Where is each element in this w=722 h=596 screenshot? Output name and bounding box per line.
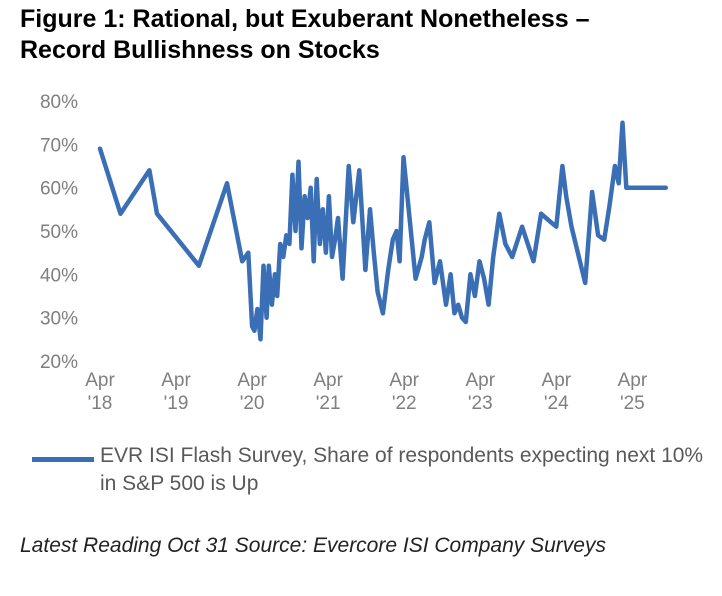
plot-area xyxy=(97,120,669,342)
x-tick-month: Apr xyxy=(465,370,495,391)
source-note: Latest Reading Oct 31 Source: Evercore I… xyxy=(20,534,606,557)
y-tick-label: 20% xyxy=(40,352,78,373)
y-tick-label: 30% xyxy=(40,309,78,330)
x-tick-month: Apr xyxy=(237,370,267,391)
x-tick-month: Apr xyxy=(618,370,648,391)
figure-title-line-1: Figure 1: Rational, but Exuberant Noneth… xyxy=(20,5,590,33)
legend-label: EVR ISI Flash Survey, Share of responden… xyxy=(100,444,704,495)
x-tick-year: '18 xyxy=(88,393,113,414)
x-tick-year: '20 xyxy=(240,393,265,414)
x-axis: Apr'18Apr'19Apr'20Apr'21Apr'22Apr'23Apr'… xyxy=(85,370,648,414)
y-tick-label: 70% xyxy=(40,135,78,156)
line-chart: 20%30%40%50%60%70%80% Apr'18Apr'19Apr'20… xyxy=(40,92,669,414)
x-tick-month: Apr xyxy=(85,370,115,391)
x-tick-month: Apr xyxy=(389,370,419,391)
y-tick-label: 50% xyxy=(40,222,78,243)
y-tick-label: 60% xyxy=(40,179,78,200)
y-axis: 20% 30% 40% 50% 60% 70% 80% xyxy=(40,92,78,373)
figure-title-line-2: Record Bullishness on Stocks xyxy=(20,36,380,64)
x-tick-month: Apr xyxy=(542,370,572,391)
x-tick-year: '19 xyxy=(164,393,189,414)
x-tick-month: Apr xyxy=(313,370,343,391)
legend-line-swatch xyxy=(32,457,94,462)
x-tick-year: '25 xyxy=(620,393,645,414)
x-tick-year: '22 xyxy=(392,393,417,414)
x-tick-month: Apr xyxy=(161,370,191,391)
x-tick-year: '24 xyxy=(544,393,569,414)
figure-title: Figure 1: Rational, but Exuberant Noneth… xyxy=(20,4,720,66)
x-tick-year: '21 xyxy=(316,393,341,414)
y-tick-label: 80% xyxy=(40,92,78,113)
y-tick-label: 40% xyxy=(40,265,78,286)
x-tick-year: '23 xyxy=(468,393,493,414)
series-line-evr-isi-flash-survey xyxy=(97,120,669,342)
